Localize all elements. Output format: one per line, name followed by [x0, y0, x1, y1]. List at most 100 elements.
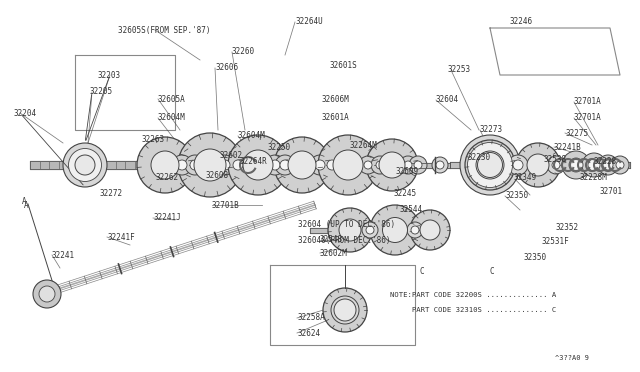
Circle shape — [407, 222, 423, 238]
Circle shape — [275, 155, 295, 175]
Text: 32606M: 32606M — [322, 96, 349, 105]
Text: 32275: 32275 — [565, 128, 588, 138]
Text: 32241B: 32241B — [554, 142, 582, 151]
Circle shape — [270, 160, 280, 170]
Text: 32272: 32272 — [100, 189, 123, 199]
Text: 32258A: 32258A — [297, 314, 324, 323]
Circle shape — [178, 133, 242, 197]
Text: 32601A: 32601A — [322, 112, 349, 122]
Text: NOTE:PART CODE 32200S .............. A: NOTE:PART CODE 32200S .............. A — [390, 292, 556, 298]
Circle shape — [194, 149, 226, 181]
Text: 32605A: 32605A — [158, 94, 186, 103]
Circle shape — [333, 150, 363, 180]
Text: C: C — [490, 267, 495, 276]
Text: 32701B: 32701B — [212, 201, 240, 209]
Text: 32548: 32548 — [320, 235, 343, 244]
Circle shape — [562, 151, 590, 179]
Text: 32608: 32608 — [206, 171, 229, 180]
Circle shape — [185, 155, 205, 175]
Text: 32228M: 32228M — [580, 173, 608, 183]
Circle shape — [39, 286, 55, 302]
Circle shape — [588, 159, 600, 171]
Circle shape — [436, 161, 444, 169]
Circle shape — [432, 157, 448, 173]
Circle shape — [411, 226, 419, 234]
Text: 32350: 32350 — [524, 253, 547, 263]
Text: 32273: 32273 — [480, 125, 503, 135]
Text: 32604M: 32604M — [158, 113, 186, 122]
Circle shape — [465, 140, 515, 190]
Circle shape — [547, 156, 565, 174]
Circle shape — [288, 151, 316, 179]
Circle shape — [383, 218, 408, 243]
Circle shape — [362, 222, 378, 238]
Circle shape — [265, 155, 285, 175]
Circle shape — [410, 210, 450, 250]
Circle shape — [274, 137, 330, 193]
Circle shape — [318, 135, 378, 195]
Text: 32264U: 32264U — [295, 17, 323, 26]
Text: A: A — [24, 201, 29, 209]
Circle shape — [233, 160, 243, 170]
Circle shape — [404, 161, 412, 169]
Text: PART CODE 32310S .............. C: PART CODE 32310S .............. C — [390, 307, 556, 313]
Circle shape — [527, 154, 549, 176]
Circle shape — [467, 142, 513, 187]
Text: 32602M: 32602M — [320, 248, 348, 257]
Circle shape — [228, 135, 288, 195]
Circle shape — [552, 161, 560, 169]
Text: 32241J: 32241J — [153, 214, 180, 222]
Circle shape — [379, 152, 405, 178]
Text: 32241F: 32241F — [107, 232, 135, 241]
Text: 32203: 32203 — [98, 71, 121, 80]
Circle shape — [280, 160, 290, 170]
Circle shape — [582, 153, 606, 177]
Text: 32264M: 32264M — [350, 141, 378, 150]
Circle shape — [323, 288, 367, 332]
Text: 32264R: 32264R — [240, 157, 268, 167]
Text: 32605S(FROM SEP.'87): 32605S(FROM SEP.'87) — [118, 26, 211, 35]
Circle shape — [460, 135, 520, 195]
Text: 32228: 32228 — [594, 157, 617, 167]
Circle shape — [215, 155, 235, 175]
Circle shape — [75, 155, 95, 175]
Circle shape — [328, 208, 372, 252]
Circle shape — [63, 143, 107, 187]
Text: 32624: 32624 — [297, 328, 320, 337]
Circle shape — [414, 161, 422, 169]
Text: 32253: 32253 — [448, 65, 471, 74]
Circle shape — [508, 155, 528, 175]
Circle shape — [616, 161, 624, 169]
Circle shape — [334, 299, 356, 321]
Circle shape — [370, 205, 420, 255]
Circle shape — [371, 156, 389, 174]
Circle shape — [322, 155, 342, 175]
Circle shape — [569, 158, 583, 172]
Text: ^3??A0 9: ^3??A0 9 — [555, 355, 589, 361]
Circle shape — [243, 150, 273, 180]
Text: 32350: 32350 — [505, 192, 528, 201]
Text: 32604M: 32604M — [238, 131, 266, 141]
Text: 32352: 32352 — [556, 224, 579, 232]
Circle shape — [376, 161, 384, 169]
Circle shape — [409, 156, 427, 174]
Text: 326040(FROM DEC.'86): 326040(FROM DEC.'86) — [298, 235, 390, 244]
Circle shape — [598, 155, 618, 175]
Text: 32701A: 32701A — [574, 113, 602, 122]
Text: C: C — [420, 267, 424, 276]
Circle shape — [228, 155, 248, 175]
Text: 32606: 32606 — [215, 64, 238, 73]
Circle shape — [33, 280, 61, 308]
Circle shape — [220, 160, 230, 170]
Text: 32263: 32263 — [141, 135, 164, 144]
Text: 32531F: 32531F — [542, 237, 570, 247]
Text: 32609: 32609 — [396, 167, 419, 176]
Circle shape — [327, 160, 337, 170]
Text: 32246: 32246 — [510, 17, 533, 26]
Circle shape — [177, 160, 187, 170]
Text: 32205: 32205 — [90, 87, 113, 96]
Text: 32604: 32604 — [436, 96, 459, 105]
Text: 32241: 32241 — [52, 250, 75, 260]
Text: 32230: 32230 — [467, 154, 490, 163]
Text: 32544: 32544 — [400, 205, 423, 215]
